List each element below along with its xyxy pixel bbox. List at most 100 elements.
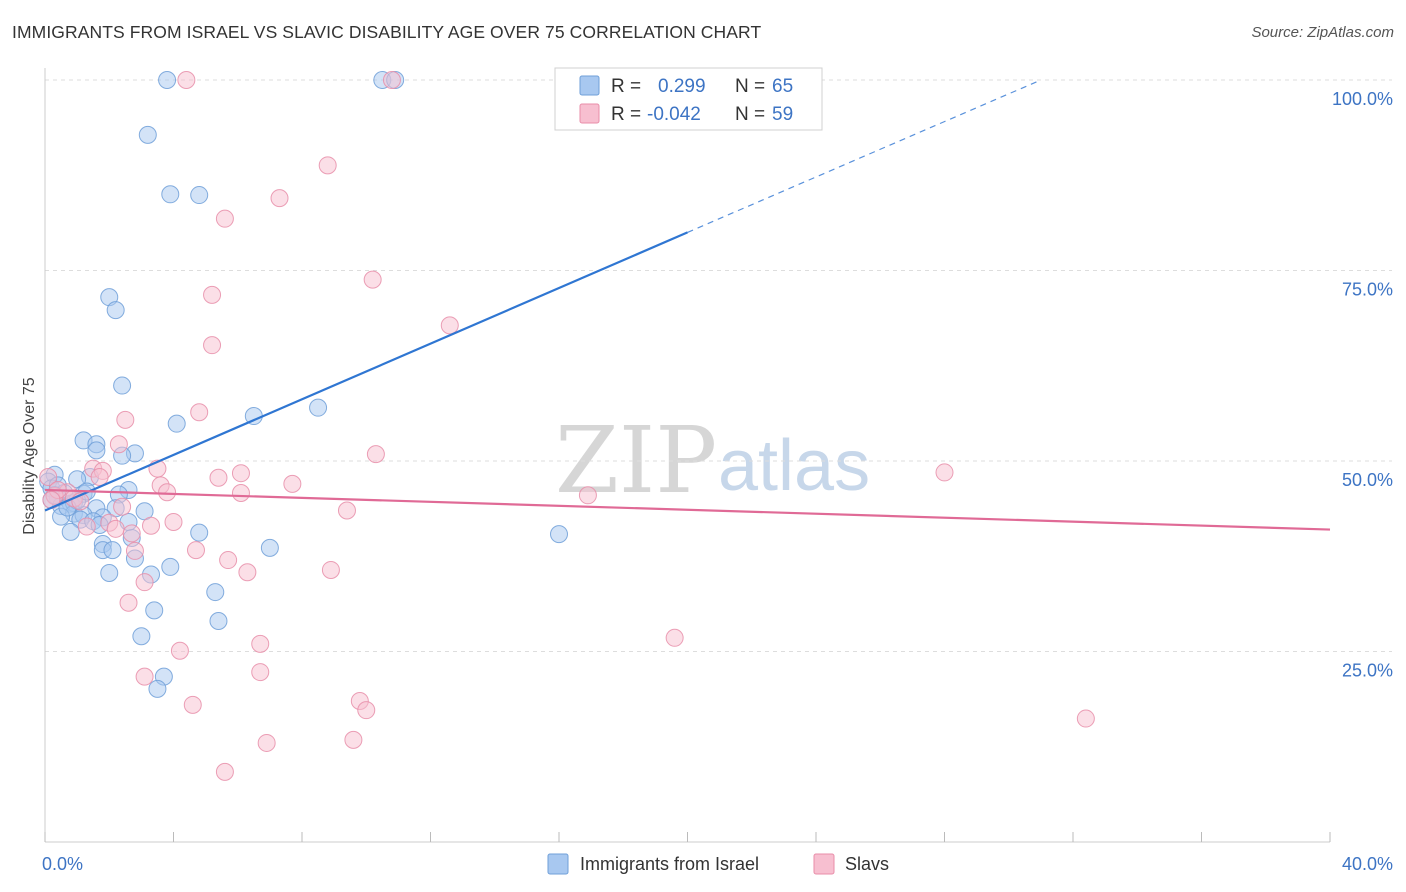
data-point <box>251 634 270 653</box>
data-point <box>382 71 401 89</box>
y-axis-label: Disability Age Over 75 <box>21 377 38 535</box>
data-point <box>161 185 180 204</box>
data-point <box>257 733 276 752</box>
chart-source: Source: ZipAtlas.com <box>1251 24 1394 41</box>
data-point <box>106 519 125 538</box>
y-tick-label: 25.0% <box>1342 661 1393 681</box>
trend-lines <box>44 79 1331 531</box>
data-point <box>161 557 180 576</box>
data-point <box>578 486 597 505</box>
legend-r-value: 0.299 <box>658 76 706 97</box>
legend-r-label: R = <box>611 76 641 97</box>
data-point <box>190 523 209 542</box>
data-point <box>132 627 151 646</box>
legend-n-label: N = <box>735 76 765 97</box>
chart-title: IMMIGRANTS FROM ISRAEL VS SLAVIC DISABIL… <box>12 22 762 42</box>
data-point <box>100 564 119 583</box>
data-point <box>209 612 228 631</box>
legend-r-value: -0.042 <box>647 104 701 125</box>
data-point <box>440 316 459 335</box>
data-point <box>122 524 141 543</box>
data-point <box>318 156 337 175</box>
data-point <box>190 186 209 205</box>
legend-swatch-slavs <box>579 103 600 124</box>
legend-n-value: 59 <box>772 104 793 125</box>
data-point <box>145 601 164 620</box>
data-point <box>203 285 222 304</box>
data-point <box>363 270 382 289</box>
data-point <box>344 730 363 749</box>
trend-line-israel <box>44 231 688 512</box>
data-point <box>77 517 96 536</box>
data-point <box>158 71 177 89</box>
legend-label-slavs: Slavs <box>845 854 889 874</box>
legend-swatch-slavs <box>813 853 835 875</box>
correlation-legend: R = 0.299 N = 65 R = -0.042 N = 59 <box>554 67 823 131</box>
data-point <box>135 573 154 592</box>
data-point <box>167 414 186 433</box>
x-tick-label: 0.0% <box>42 854 83 874</box>
series-slavs-points <box>39 71 1095 781</box>
data-point <box>206 583 225 602</box>
x-tick-label: 40.0% <box>1342 854 1393 874</box>
data-point <box>357 701 376 720</box>
trend-line-slavs <box>44 488 1331 531</box>
legend-label-israel: Immigrants from Israel <box>580 854 759 874</box>
legend-swatch-israel <box>579 75 600 96</box>
data-point <box>231 484 250 503</box>
data-point <box>103 541 122 560</box>
data-point <box>125 541 144 560</box>
data-point <box>550 525 568 544</box>
data-point <box>203 336 222 355</box>
y-tick-label: 100.0% <box>1332 89 1393 109</box>
data-point <box>138 125 157 144</box>
data-point <box>309 398 328 417</box>
data-point <box>209 468 228 487</box>
y-tick-label: 75.0% <box>1342 280 1393 300</box>
data-point <box>87 441 106 460</box>
data-point <box>119 593 138 612</box>
data-point <box>935 463 954 482</box>
y-tick-label: 50.0% <box>1342 470 1393 490</box>
trend-line-israel-extension <box>687 79 1042 233</box>
legend-n-label: N = <box>735 104 765 125</box>
data-point <box>186 541 205 560</box>
data-point <box>283 474 302 493</box>
data-point <box>148 679 167 698</box>
data-point <box>158 483 177 502</box>
data-point <box>109 435 128 454</box>
data-point <box>270 189 289 208</box>
data-point <box>183 695 202 714</box>
data-point <box>337 501 356 520</box>
data-point <box>142 516 161 535</box>
data-point <box>135 667 154 686</box>
axes <box>44 68 1331 843</box>
data-point <box>251 663 270 682</box>
series-immigrants-from-israel-points <box>39 71 568 698</box>
legend-swatch-israel <box>547 853 569 875</box>
data-point <box>90 468 109 487</box>
series-legend: Immigrants from Israel Slavs <box>547 853 889 875</box>
data-point <box>39 468 58 487</box>
data-point <box>219 551 238 570</box>
data-point <box>177 71 196 89</box>
data-point <box>366 445 385 464</box>
data-point <box>238 563 257 582</box>
data-point <box>113 376 132 395</box>
data-point <box>665 628 684 647</box>
legend-r-label: R = <box>611 104 641 125</box>
y-tick-labels: 25.0% 50.0% 75.0% 100.0% <box>1332 89 1393 681</box>
watermark-atlas: atlas <box>718 426 870 506</box>
data-point <box>1076 709 1095 728</box>
data-point <box>116 410 135 429</box>
data-point <box>113 497 132 516</box>
x-tick-labels: 0.0% 40.0% <box>42 854 1393 874</box>
data-point <box>190 403 209 422</box>
data-point <box>170 641 189 660</box>
legend-n-value: 65 <box>772 76 793 97</box>
data-point <box>61 522 80 541</box>
data-point <box>321 560 340 579</box>
data-point <box>215 762 234 781</box>
data-point <box>215 209 234 228</box>
